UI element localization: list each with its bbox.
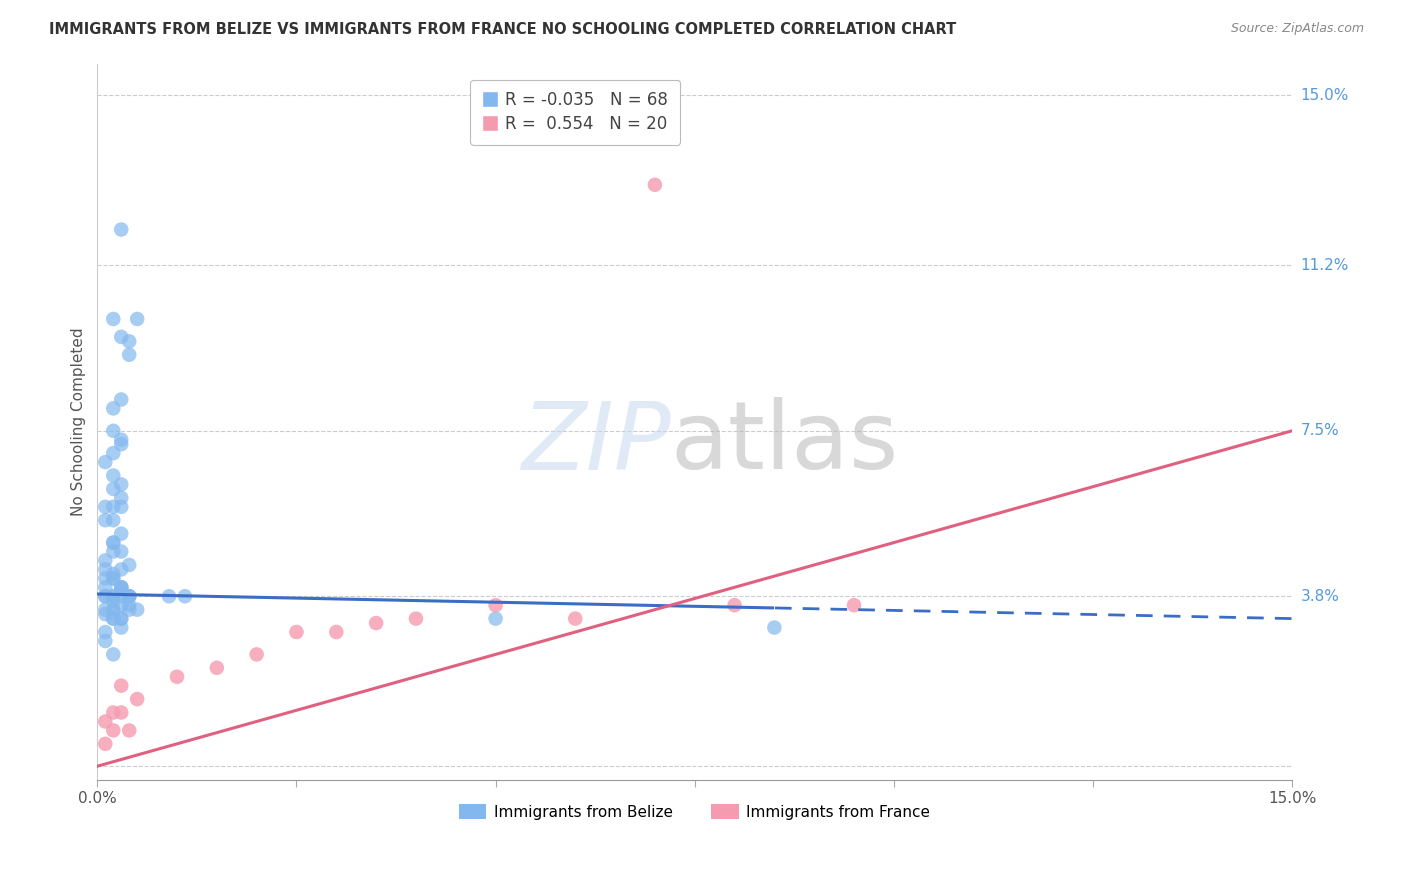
Point [118, 723, 141, 738]
Point [94, 589, 117, 603]
Point [110, 433, 132, 447]
Point [564, 612, 586, 626]
Point [118, 589, 141, 603]
Point [110, 437, 132, 451]
Point [110, 491, 132, 505]
Point [103, 500, 125, 514]
Point [103, 312, 125, 326]
Point [110, 330, 132, 344]
Point [94, 602, 117, 616]
Point [103, 593, 125, 607]
Point [118, 602, 141, 616]
Text: ZIP: ZIP [522, 398, 671, 489]
Point [110, 706, 132, 720]
Point [118, 589, 141, 603]
Point [103, 566, 125, 581]
Point [110, 544, 132, 558]
Point [103, 482, 125, 496]
Point [103, 424, 125, 438]
Point [166, 670, 188, 684]
Point [94, 553, 117, 567]
Point [103, 602, 125, 616]
Point [103, 589, 125, 603]
Text: 15.0%: 15.0% [1301, 88, 1348, 103]
Point [110, 580, 132, 594]
Point [110, 612, 132, 626]
Point [110, 392, 132, 407]
Point [94, 589, 117, 603]
Point [103, 723, 125, 738]
Point [103, 571, 125, 585]
Point [127, 602, 149, 616]
Legend: Immigrants from Belize, Immigrants from France: Immigrants from Belize, Immigrants from … [453, 797, 936, 826]
Point [118, 334, 141, 349]
Point [118, 589, 141, 603]
Point [723, 598, 745, 612]
Point [285, 625, 308, 640]
Point [484, 612, 506, 626]
Point [118, 558, 141, 572]
Point [110, 589, 132, 603]
Point [110, 222, 132, 236]
Point [110, 612, 132, 626]
Point [103, 612, 125, 626]
Point [94, 607, 117, 621]
Point [110, 621, 132, 635]
Point [110, 477, 132, 491]
Text: 11.2%: 11.2% [1301, 258, 1348, 273]
Point [94, 625, 117, 640]
Point [103, 602, 125, 616]
Point [103, 446, 125, 460]
Point [118, 598, 141, 612]
Point [103, 544, 125, 558]
Point [366, 616, 388, 631]
Point [103, 401, 125, 416]
Y-axis label: No Schooling Completed: No Schooling Completed [72, 327, 86, 516]
Point [94, 500, 117, 514]
Text: atlas: atlas [671, 397, 898, 490]
Point [103, 612, 125, 626]
Point [94, 571, 117, 585]
Point [94, 580, 117, 594]
Point [127, 312, 149, 326]
Point [94, 714, 117, 729]
Point [110, 500, 132, 514]
Point [103, 535, 125, 549]
Point [103, 468, 125, 483]
Point [127, 692, 149, 706]
Point [94, 513, 117, 527]
Point [110, 562, 132, 576]
Point [103, 535, 125, 549]
Point [110, 679, 132, 693]
Point [94, 737, 117, 751]
Point [644, 178, 666, 192]
Text: 3.8%: 3.8% [1301, 589, 1340, 604]
Point [103, 648, 125, 662]
Point [94, 562, 117, 576]
Point [94, 634, 117, 648]
Point [94, 455, 117, 469]
Point [484, 598, 506, 612]
Text: Source: ZipAtlas.com: Source: ZipAtlas.com [1230, 22, 1364, 36]
Point [103, 571, 125, 585]
Point [110, 580, 132, 594]
Point [246, 648, 269, 662]
Point [118, 348, 141, 362]
Text: IMMIGRANTS FROM BELIZE VS IMMIGRANTS FROM FRANCE NO SCHOOLING COMPLETED CORRELAT: IMMIGRANTS FROM BELIZE VS IMMIGRANTS FRO… [49, 22, 956, 37]
Point [103, 513, 125, 527]
Point [110, 598, 132, 612]
Point [205, 661, 228, 675]
Text: 7.5%: 7.5% [1301, 424, 1339, 438]
Point [110, 580, 132, 594]
Point [103, 706, 125, 720]
Point [325, 625, 347, 640]
Point [157, 589, 180, 603]
Point [405, 612, 427, 626]
Point [763, 621, 786, 635]
Point [110, 526, 132, 541]
Point [103, 589, 125, 603]
Point [842, 598, 865, 612]
Point [174, 589, 197, 603]
